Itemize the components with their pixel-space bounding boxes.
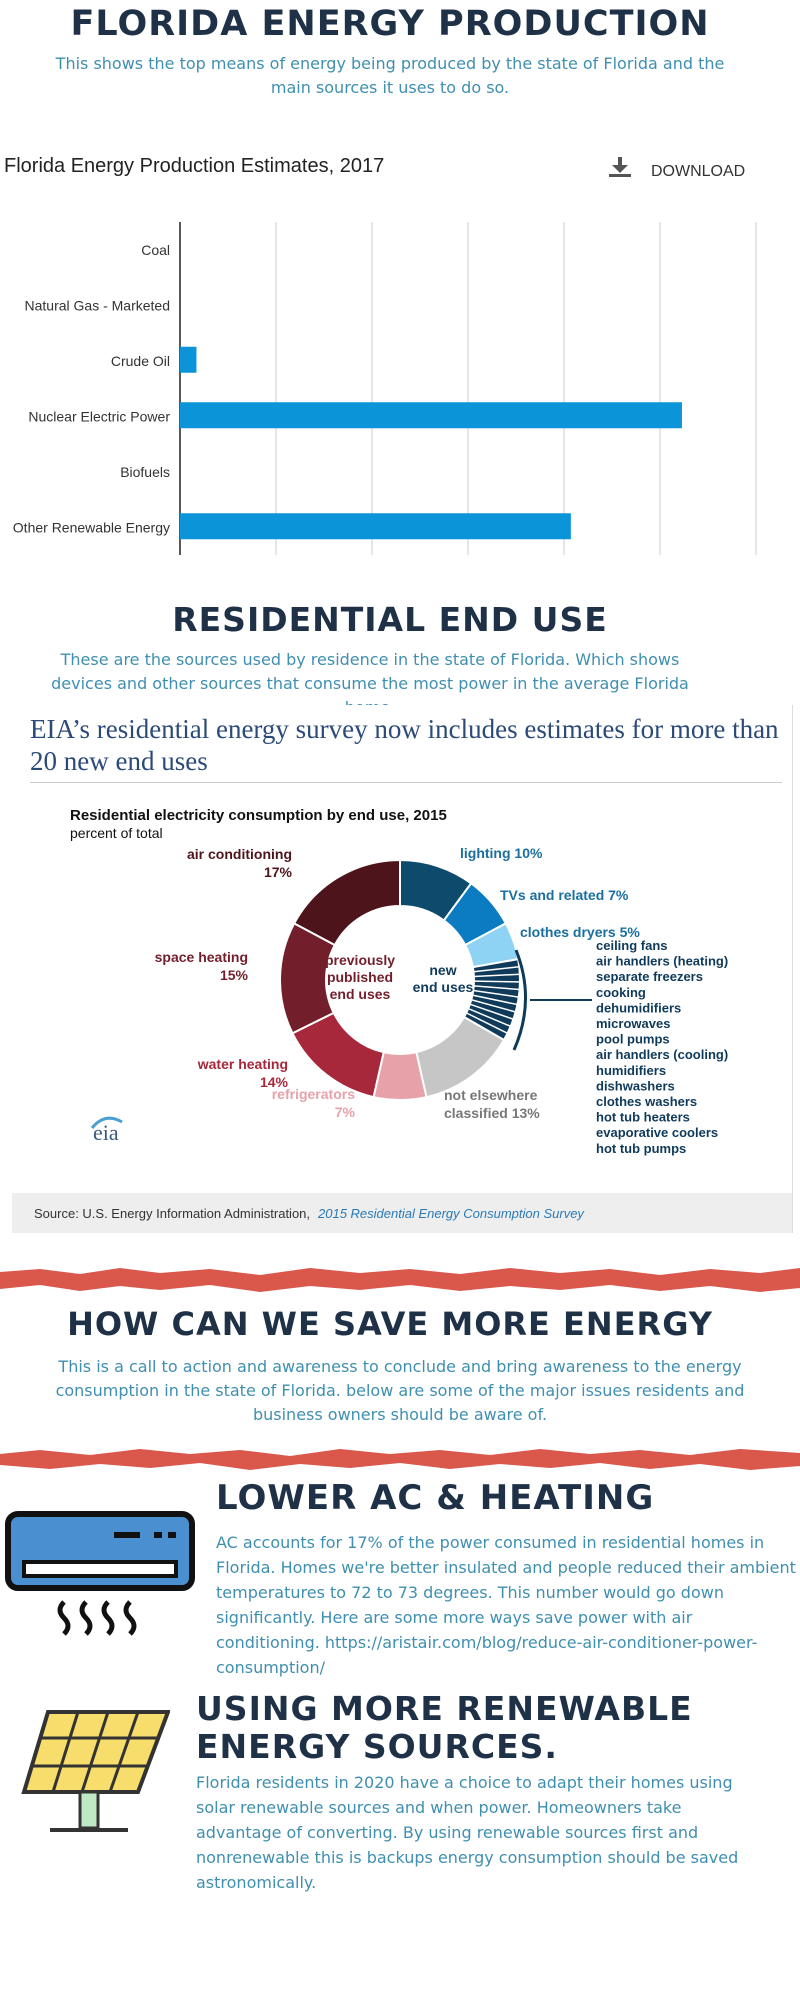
bar: [180, 346, 197, 373]
source-prefix: Source: U.S. Energy Information Administ…: [34, 1206, 311, 1221]
slice-stripe: [473, 985, 520, 991]
slice-stripe: [473, 965, 520, 973]
residential-title: RESIDENTIAL END USE: [172, 600, 608, 639]
bar: [180, 513, 571, 540]
tip-body-ac: AC accounts for 17% of the power consume…: [216, 1533, 796, 1677]
slice-label: refrigerators: [272, 1086, 355, 1102]
new-end-use-item: dehumidifiers: [596, 1000, 681, 1015]
eia-logo-swoosh: [90, 1116, 123, 1129]
slice-stripe: [473, 973, 520, 978]
tip-body-renewable: Florida residents in 2020 have a choice …: [196, 1773, 739, 1892]
torn-divider-top: [0, 1268, 800, 1292]
donut-slices: [279, 858, 521, 1101]
tip-title-renewable: USING MORE RENEWABLE ENERGY SOURCES.: [196, 1689, 693, 1766]
category-label: Crude Oil: [111, 353, 170, 369]
slice-stripe: [465, 1012, 508, 1034]
bar: [180, 402, 682, 429]
slice-stripe: [473, 989, 519, 998]
new-end-use-item: humidifiers: [596, 1063, 666, 1078]
donut-subtitle: percent of total: [70, 825, 163, 841]
source-link[interactable]: 2015 Residential Energy Consumption Surv…: [318, 1206, 584, 1221]
slice-label: 15%: [220, 967, 249, 983]
chart-title: Florida Energy Production Estimates, 201…: [4, 155, 384, 177]
inner-label: end uses: [330, 986, 391, 1002]
slice-label: TVs and related 7%: [500, 887, 629, 903]
torn-divider-bottom: [0, 1449, 800, 1470]
donut-title: Residential electricity consumption by e…: [70, 807, 447, 824]
category-label: Other Renewable Energy: [13, 519, 170, 535]
download-icon: [609, 157, 631, 177]
slice-label: 14%: [260, 1074, 289, 1090]
download-button[interactable]: DOWNLOAD: [609, 157, 745, 180]
eia-headline: EIA’s residential energy survey now incl…: [30, 714, 779, 776]
inner-label: published: [327, 969, 393, 985]
tip-title-ac: LOWER AC & HEATING: [216, 1478, 655, 1518]
slice-label: clothes dryers 5%: [520, 924, 640, 940]
category-label: Coal: [141, 242, 170, 258]
slice-label: space heating: [155, 949, 248, 965]
inner-label: end uses: [413, 979, 474, 995]
new-end-use-item: air handlers (cooling): [596, 1047, 728, 1062]
save-subtitle: This is a call to action and awareness t…: [55, 1357, 745, 1424]
eia-divider: [30, 782, 782, 783]
new-end-use-item: dishwashers: [596, 1078, 675, 1093]
new-end-use-item: air handlers (heating): [596, 954, 728, 969]
category-label: Natural Gas - Marketed: [25, 297, 171, 313]
slice-label: classified 13%: [444, 1105, 540, 1121]
source-bar: Source: U.S. Energy Information Administ…: [12, 1193, 792, 1233]
slice-stripe: [473, 980, 520, 983]
donut-slice: [292, 858, 401, 947]
air-conditioner-icon: [5, 1511, 195, 1636]
inner-label: new: [429, 962, 456, 978]
inner-label: previously: [325, 952, 395, 968]
residential-subtitle: These are the sources used by residence …: [51, 650, 689, 717]
chart-gridlines: [179, 222, 757, 555]
slice-stripe: [472, 994, 518, 1006]
slice-stripe: [469, 1003, 514, 1020]
eia-figure-panel: [12, 705, 793, 1233]
new-end-use-item: pool pumps: [596, 1032, 670, 1047]
page-title: FLORIDA ENERGY PRODUCTION: [70, 4, 710, 44]
new-end-use-item: microwaves: [596, 1016, 670, 1031]
slice-label: air conditioning: [187, 846, 292, 862]
category-label: Biofuels: [120, 464, 170, 480]
download-label[interactable]: DOWNLOAD: [651, 163, 745, 180]
page-subtitle: This shows the top means of energy being…: [55, 54, 725, 97]
slice-label: 7%: [335, 1104, 356, 1120]
slice-stripe: [471, 998, 516, 1013]
new-end-use-item: separate freezers: [596, 969, 703, 984]
new-end-use-item: cooking: [596, 985, 646, 1000]
residential-donut-chart: Residential electricity consumption by e…: [70, 807, 728, 1156]
slice-label: 17%: [264, 864, 293, 880]
slice-label: not elsewhere: [444, 1087, 538, 1103]
new-end-use-item: hot tub pumps: [596, 1141, 686, 1156]
save-title: HOW CAN WE SAVE MORE ENERGY: [67, 1305, 713, 1343]
chart-category-labels: Coal Natural Gas - Marketed Crude Oil Nucle…: [13, 242, 171, 536]
slice-stripe: [467, 1007, 511, 1028]
new-end-uses-bracket: [512, 949, 592, 1051]
new-end-use-item: ceiling fans: [596, 938, 668, 953]
new-end-use-item: clothes washers: [596, 1094, 697, 1109]
production-bar-chart: Florida Energy Production Estimates, 201…: [4, 155, 757, 555]
bracket-curve: [512, 949, 528, 1051]
new-end-use-item: evaporative coolers: [596, 1125, 718, 1140]
slice-label: water heating: [197, 1056, 288, 1072]
new-end-use-item: hot tub heaters: [596, 1110, 690, 1125]
donut-slice-labels: lighting 10% TVs and related 7% clothes dr…: [155, 845, 641, 1121]
category-label: Nuclear Electric Power: [28, 408, 170, 424]
solar-panel-icon: [21, 1710, 170, 1832]
chart-bars: [180, 346, 682, 540]
slice-label: lighting 10%: [460, 845, 543, 861]
